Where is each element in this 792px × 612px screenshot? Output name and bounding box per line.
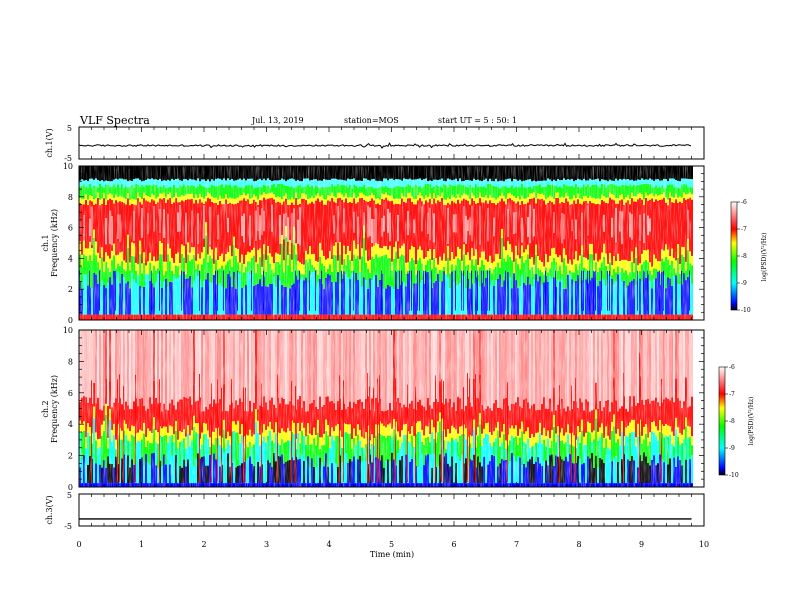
spectrogram-cell: [691, 256, 693, 266]
ch1-waveform-frame: [78, 126, 705, 160]
start-time-label: start UT = 5 : 50: 1: [438, 116, 517, 125]
ch1-spec-ylabel-line1: ch.1: [41, 234, 50, 251]
spectrogram-cell: [691, 265, 693, 284]
spectrogram-cell: [691, 314, 693, 320]
ch1-spectrogram-yticks: 0 2 4 6 8 10: [63, 162, 704, 325]
ch1-colorbar-label: log(PSD)(V²/Hz): [761, 233, 768, 282]
ch1-colorbar-bar: [730, 201, 738, 311]
ch1-spectrogram-xticks: [78, 166, 705, 320]
station-label: station=MOS: [344, 116, 399, 125]
date-label: Jul. 13, 2019: [252, 116, 304, 125]
colorbar-tick-label: -7: [741, 226, 747, 233]
colorbar-tick-label: -9: [741, 280, 747, 287]
colorbar-tick-label: -10: [741, 307, 751, 314]
ch1-spectrogram-panel: 0 2 4 6 8 10 ch.1 Frequency (kHz): [41, 162, 705, 325]
y-tick-label: 6: [68, 224, 73, 233]
ch2-spectrogram: [79, 330, 704, 487]
spectrogram-cell: [691, 194, 693, 200]
y-tick-label: 4: [68, 254, 73, 263]
ch1-colorbar: -6 -7 -8 -9 -10 log(PSD)(V²/Hz): [730, 199, 768, 314]
ch1-spectrogram: [79, 166, 704, 320]
y-tick-label: 2: [68, 285, 73, 294]
colorbar-tick-label: -8: [741, 253, 747, 260]
spectrogram-cell: [691, 283, 693, 315]
ch1-ytick-top: 5: [67, 124, 72, 133]
spectrogram-cell: [691, 179, 693, 188]
spectrogram-cell: [691, 199, 693, 256]
spectrogram-cell: [691, 166, 693, 180]
figure-title: VLF Spectra: [80, 114, 150, 127]
spectrogram-cell: [691, 187, 693, 195]
spectrogram-speckle: [79, 166, 692, 320]
ch1-spec-ylabel-line2: Frequency (kHz): [50, 209, 59, 277]
ch1-waveform-ticks: [78, 127, 705, 159]
ch1-colorbar-ticks: -6 -7 -8 -9 -10: [737, 199, 751, 314]
y-tick-label: 0: [68, 316, 73, 325]
ch1-waveform-line: [78, 142, 692, 149]
y-tick-label: 8: [68, 193, 73, 202]
y-tick-label: 10: [63, 162, 73, 171]
ch1-waveform-panel: 5 -5 ch.1(V): [45, 124, 705, 163]
ch1-ylabel: ch.1(V): [45, 128, 54, 157]
ch1-ytick-bottom: -5: [64, 154, 72, 163]
colorbar-tick-label: -6: [741, 199, 747, 206]
